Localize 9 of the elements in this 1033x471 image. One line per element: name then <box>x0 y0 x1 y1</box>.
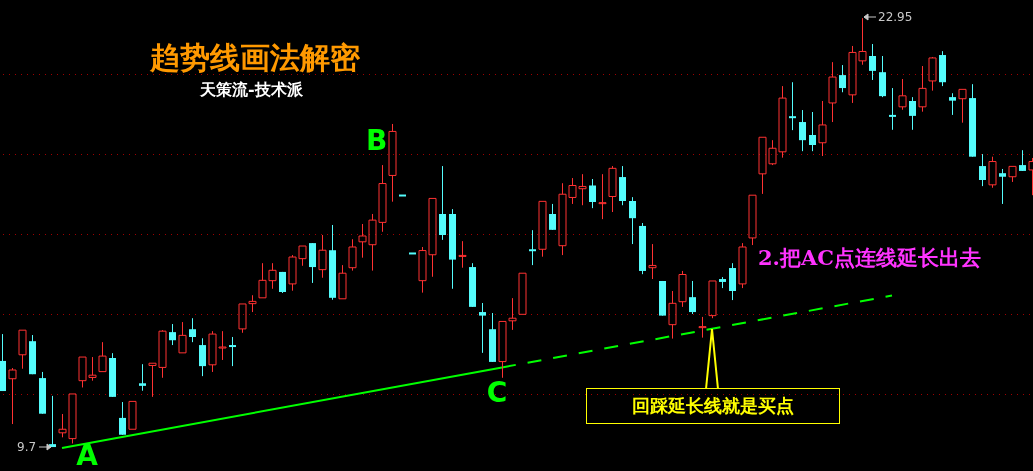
annotation: 22.95 <box>878 10 913 24</box>
annotation: A <box>76 439 99 471</box>
annotation: 2.把AC点连线延长出去 <box>758 244 981 272</box>
annotation: 9.7 <box>17 440 37 454</box>
annotation: B <box>366 124 388 157</box>
annotation: C <box>486 375 508 409</box>
annotation: 回踩延长线就是买点 <box>586 388 840 424</box>
text: 天策流-技术派 <box>200 80 303 101</box>
text: 趋势线画法解密 <box>150 39 360 77</box>
